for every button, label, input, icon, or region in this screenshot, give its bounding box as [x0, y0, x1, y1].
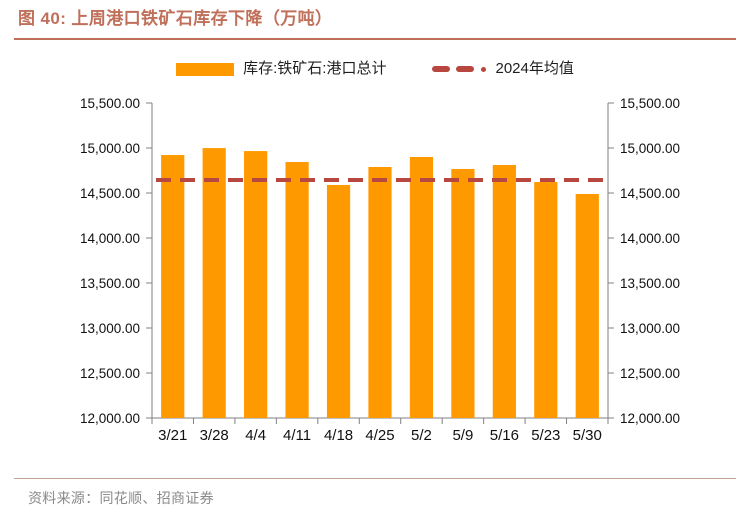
figure-header: 图 40: 上周港口铁矿石库存下降（万吨） — [0, 0, 750, 44]
bar[interactable] — [492, 165, 516, 418]
bar[interactable] — [368, 166, 392, 418]
y-tick-label-left: 12,500.00 — [80, 366, 140, 381]
x-axis: 3/21 3/28 4/4 4/11 4/18 4/25 5/2 5/9 5/16 5/23 5/3… — [151, 417, 609, 444]
x-tick-label: 5/2 — [411, 427, 432, 444]
legend-label-average: 2024年均值 — [495, 60, 574, 77]
y-tick-label-left: 14,000.00 — [80, 231, 140, 246]
y-tick-label-left: 13,500.00 — [80, 276, 140, 291]
header-divider — [14, 38, 736, 40]
x-tick-label: 5/23 — [531, 427, 560, 444]
bar[interactable] — [409, 157, 434, 418]
y-tick-label-left: 15,500.00 — [80, 96, 140, 111]
bar-swatch-icon — [176, 62, 235, 76]
bar[interactable] — [326, 184, 351, 418]
y-tick-label-left: 13,000.00 — [80, 321, 140, 336]
x-tick-label: 4/25 — [365, 427, 394, 444]
x-tick-label: 3/21 — [158, 427, 187, 444]
legend-label-inventory: 库存:铁矿石:港口总计 — [243, 60, 387, 77]
x-tick-label: 5/30 — [573, 427, 602, 444]
y-tick-label-right: 13,500.00 — [620, 276, 680, 291]
legend-item-average[interactable]: 2024年均值 — [432, 60, 574, 77]
source-note: 资料来源：同花顺、招商证券 — [28, 490, 214, 506]
bar[interactable] — [285, 162, 309, 418]
y-tick-label-left: 15,000.00 — [80, 141, 140, 156]
y-tick-label-right: 14,500.00 — [620, 186, 680, 201]
y-tick-label-right: 12,500.00 — [620, 366, 680, 381]
page-title: 图 40: 上周港口铁矿石库存下降（万吨） — [18, 9, 333, 28]
bar[interactable] — [575, 193, 599, 418]
chart-legend: 库存:铁矿石:港口总计 2024年均值 — [0, 56, 750, 82]
x-tick-label: 4/18 — [324, 427, 353, 444]
x-tick-label: 4/11 — [283, 427, 311, 444]
dashed-line-swatch-icon — [432, 66, 487, 72]
bar[interactable] — [161, 155, 185, 418]
y-axis-right: 15,500.00 15,000.00 14,500.00 14,000.00 13,5… — [607, 96, 680, 426]
y-tick-label-right: 15,500.00 — [620, 96, 680, 111]
bar[interactable] — [244, 151, 268, 418]
legend-item-inventory[interactable]: 库存:铁矿石:港口总计 — [176, 61, 386, 77]
bar-series — [161, 148, 599, 418]
y-axis-left: 15,500.00 15,000.00 14,500.00 14,000.00 13,5… — [80, 96, 153, 426]
bar[interactable] — [451, 168, 475, 418]
y-tick-label-right: 14,000.00 — [620, 231, 680, 246]
bar[interactable] — [202, 148, 226, 418]
footer-divider — [14, 478, 736, 479]
y-tick-label-right: 12,000.00 — [620, 411, 680, 426]
y-tick-label-left: 14,500.00 — [80, 186, 140, 201]
bar[interactable] — [534, 182, 558, 418]
y-tick-label-right: 13,000.00 — [620, 321, 680, 336]
x-tick-label: 5/9 — [452, 427, 473, 444]
x-tick-label: 5/16 — [490, 427, 519, 444]
y-tick-label-left: 12,000.00 — [80, 411, 140, 426]
x-tick-label: 3/28 — [200, 427, 229, 444]
y-tick-label-right: 15,000.00 — [620, 141, 680, 156]
x-tick-label: 4/4 — [245, 427, 266, 444]
